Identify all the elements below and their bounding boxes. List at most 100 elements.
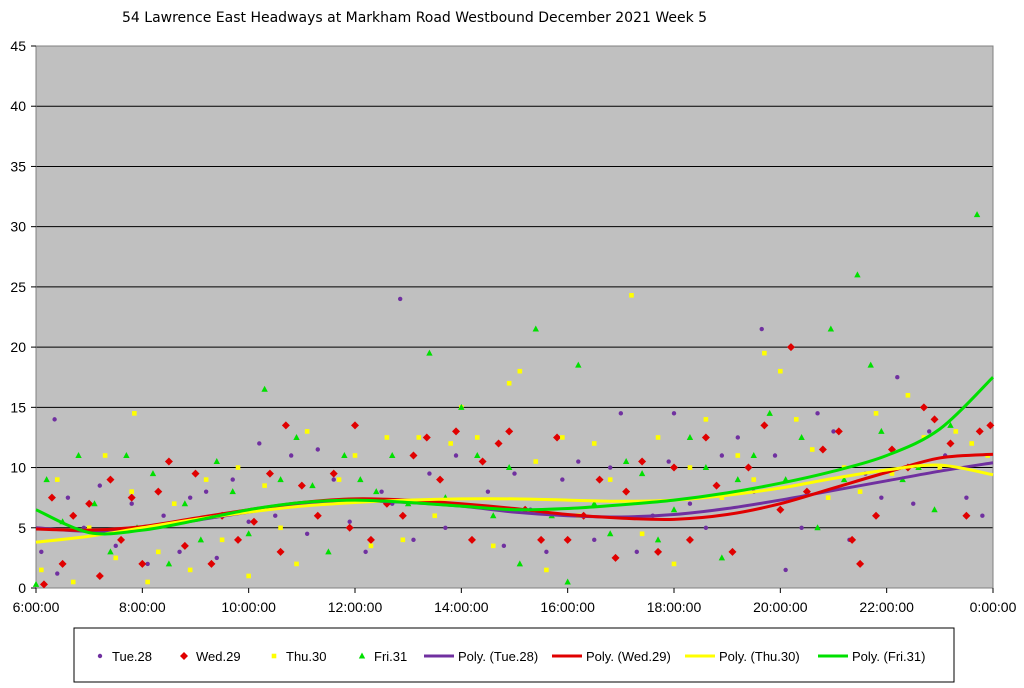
data-point xyxy=(43,476,50,483)
data-point xyxy=(426,349,433,356)
data-point xyxy=(505,427,514,436)
data-point xyxy=(276,547,285,556)
data-point xyxy=(553,433,562,442)
data-point xyxy=(793,417,799,422)
data-point xyxy=(608,465,613,470)
data-point xyxy=(814,524,821,531)
data-point xyxy=(735,435,740,440)
data-point xyxy=(149,470,157,477)
data-point xyxy=(931,506,938,513)
y-tick-label: 10 xyxy=(10,460,26,476)
data-point xyxy=(117,535,126,544)
data-point xyxy=(766,409,773,416)
y-axis: 0 5 10 15 20 25 30 35 40 45 xyxy=(10,38,36,596)
x-axis: 6:00:00 8:00:00 10:00:00 12:00:00 14:00:00 16… xyxy=(13,588,1017,615)
data-point xyxy=(735,453,741,458)
data-point xyxy=(389,452,396,459)
data-point xyxy=(783,567,788,573)
data-point xyxy=(474,452,481,459)
data-point xyxy=(86,525,92,531)
data-point xyxy=(177,549,182,555)
data-point xyxy=(357,476,364,483)
data-point xyxy=(703,417,709,422)
data-point xyxy=(750,452,757,459)
data-point xyxy=(70,579,76,585)
data-point xyxy=(315,447,320,452)
legend-box xyxy=(73,627,955,683)
data-point xyxy=(575,361,582,368)
legend-label: Poly. (Thu.30) xyxy=(719,649,800,664)
data-point xyxy=(39,567,44,573)
data-point xyxy=(964,495,969,500)
data-point xyxy=(854,271,861,278)
data-point xyxy=(762,350,767,356)
data-point xyxy=(867,361,874,368)
data-point xyxy=(564,578,571,585)
data-point xyxy=(937,465,943,470)
data-point xyxy=(512,471,517,476)
data-point xyxy=(560,477,565,482)
data-point xyxy=(39,549,44,555)
data-point xyxy=(164,457,173,466)
data-point xyxy=(872,511,881,520)
data-point xyxy=(953,429,959,434)
data-point xyxy=(799,525,804,530)
y-tick-label: 5 xyxy=(18,520,26,536)
plot-area xyxy=(32,45,995,589)
data-point xyxy=(517,368,523,374)
data-point xyxy=(622,487,631,496)
data-point xyxy=(654,547,663,556)
data-point xyxy=(397,296,403,302)
data-point xyxy=(273,513,278,518)
data-point xyxy=(309,482,316,489)
x-tick-label: 22:00:00 xyxy=(859,599,914,615)
legend-label: Poly. (Fri.31) xyxy=(852,649,925,664)
data-point xyxy=(138,559,147,568)
legend-marker xyxy=(271,653,277,659)
data-point xyxy=(827,325,835,332)
data-point xyxy=(180,541,189,550)
data-point xyxy=(947,421,954,428)
data-point xyxy=(878,427,885,434)
data-point xyxy=(622,458,630,465)
data-point xyxy=(734,476,741,483)
data-point xyxy=(591,441,597,446)
data-point xyxy=(879,495,884,500)
data-point xyxy=(102,453,108,458)
data-point xyxy=(436,475,445,484)
data-point xyxy=(969,441,975,446)
data-point xyxy=(563,535,572,544)
data-point xyxy=(639,531,645,537)
data-point xyxy=(618,411,624,416)
data-point xyxy=(818,445,827,454)
data-point xyxy=(494,439,503,448)
data-point xyxy=(39,580,48,589)
data-point xyxy=(341,452,348,459)
x-tick-label: 14:00:00 xyxy=(434,599,489,615)
legend-marker xyxy=(97,653,103,659)
data-point xyxy=(532,325,539,332)
data-point xyxy=(329,469,338,478)
chart-title: 54 Lawrence East Headways at Markham Roa… xyxy=(122,10,707,26)
data-point xyxy=(129,489,134,494)
data-point xyxy=(576,459,581,464)
y-tick-label: 20 xyxy=(10,339,26,355)
data-point xyxy=(452,427,461,436)
data-point xyxy=(856,559,865,568)
data-point xyxy=(145,561,150,567)
y-tick-label: 30 xyxy=(10,219,26,235)
data-point xyxy=(506,380,512,386)
legend-marker xyxy=(358,652,366,659)
data-point xyxy=(670,506,678,513)
data-point xyxy=(905,392,911,398)
y-tick-label: 15 xyxy=(10,399,26,415)
data-point xyxy=(65,495,71,500)
data-point xyxy=(366,535,375,544)
data-point xyxy=(347,519,352,524)
data-point xyxy=(607,530,614,537)
data-point xyxy=(257,441,262,446)
data-point xyxy=(91,500,98,507)
data-point xyxy=(719,495,725,500)
data-point xyxy=(246,573,251,579)
data-point xyxy=(129,501,134,506)
